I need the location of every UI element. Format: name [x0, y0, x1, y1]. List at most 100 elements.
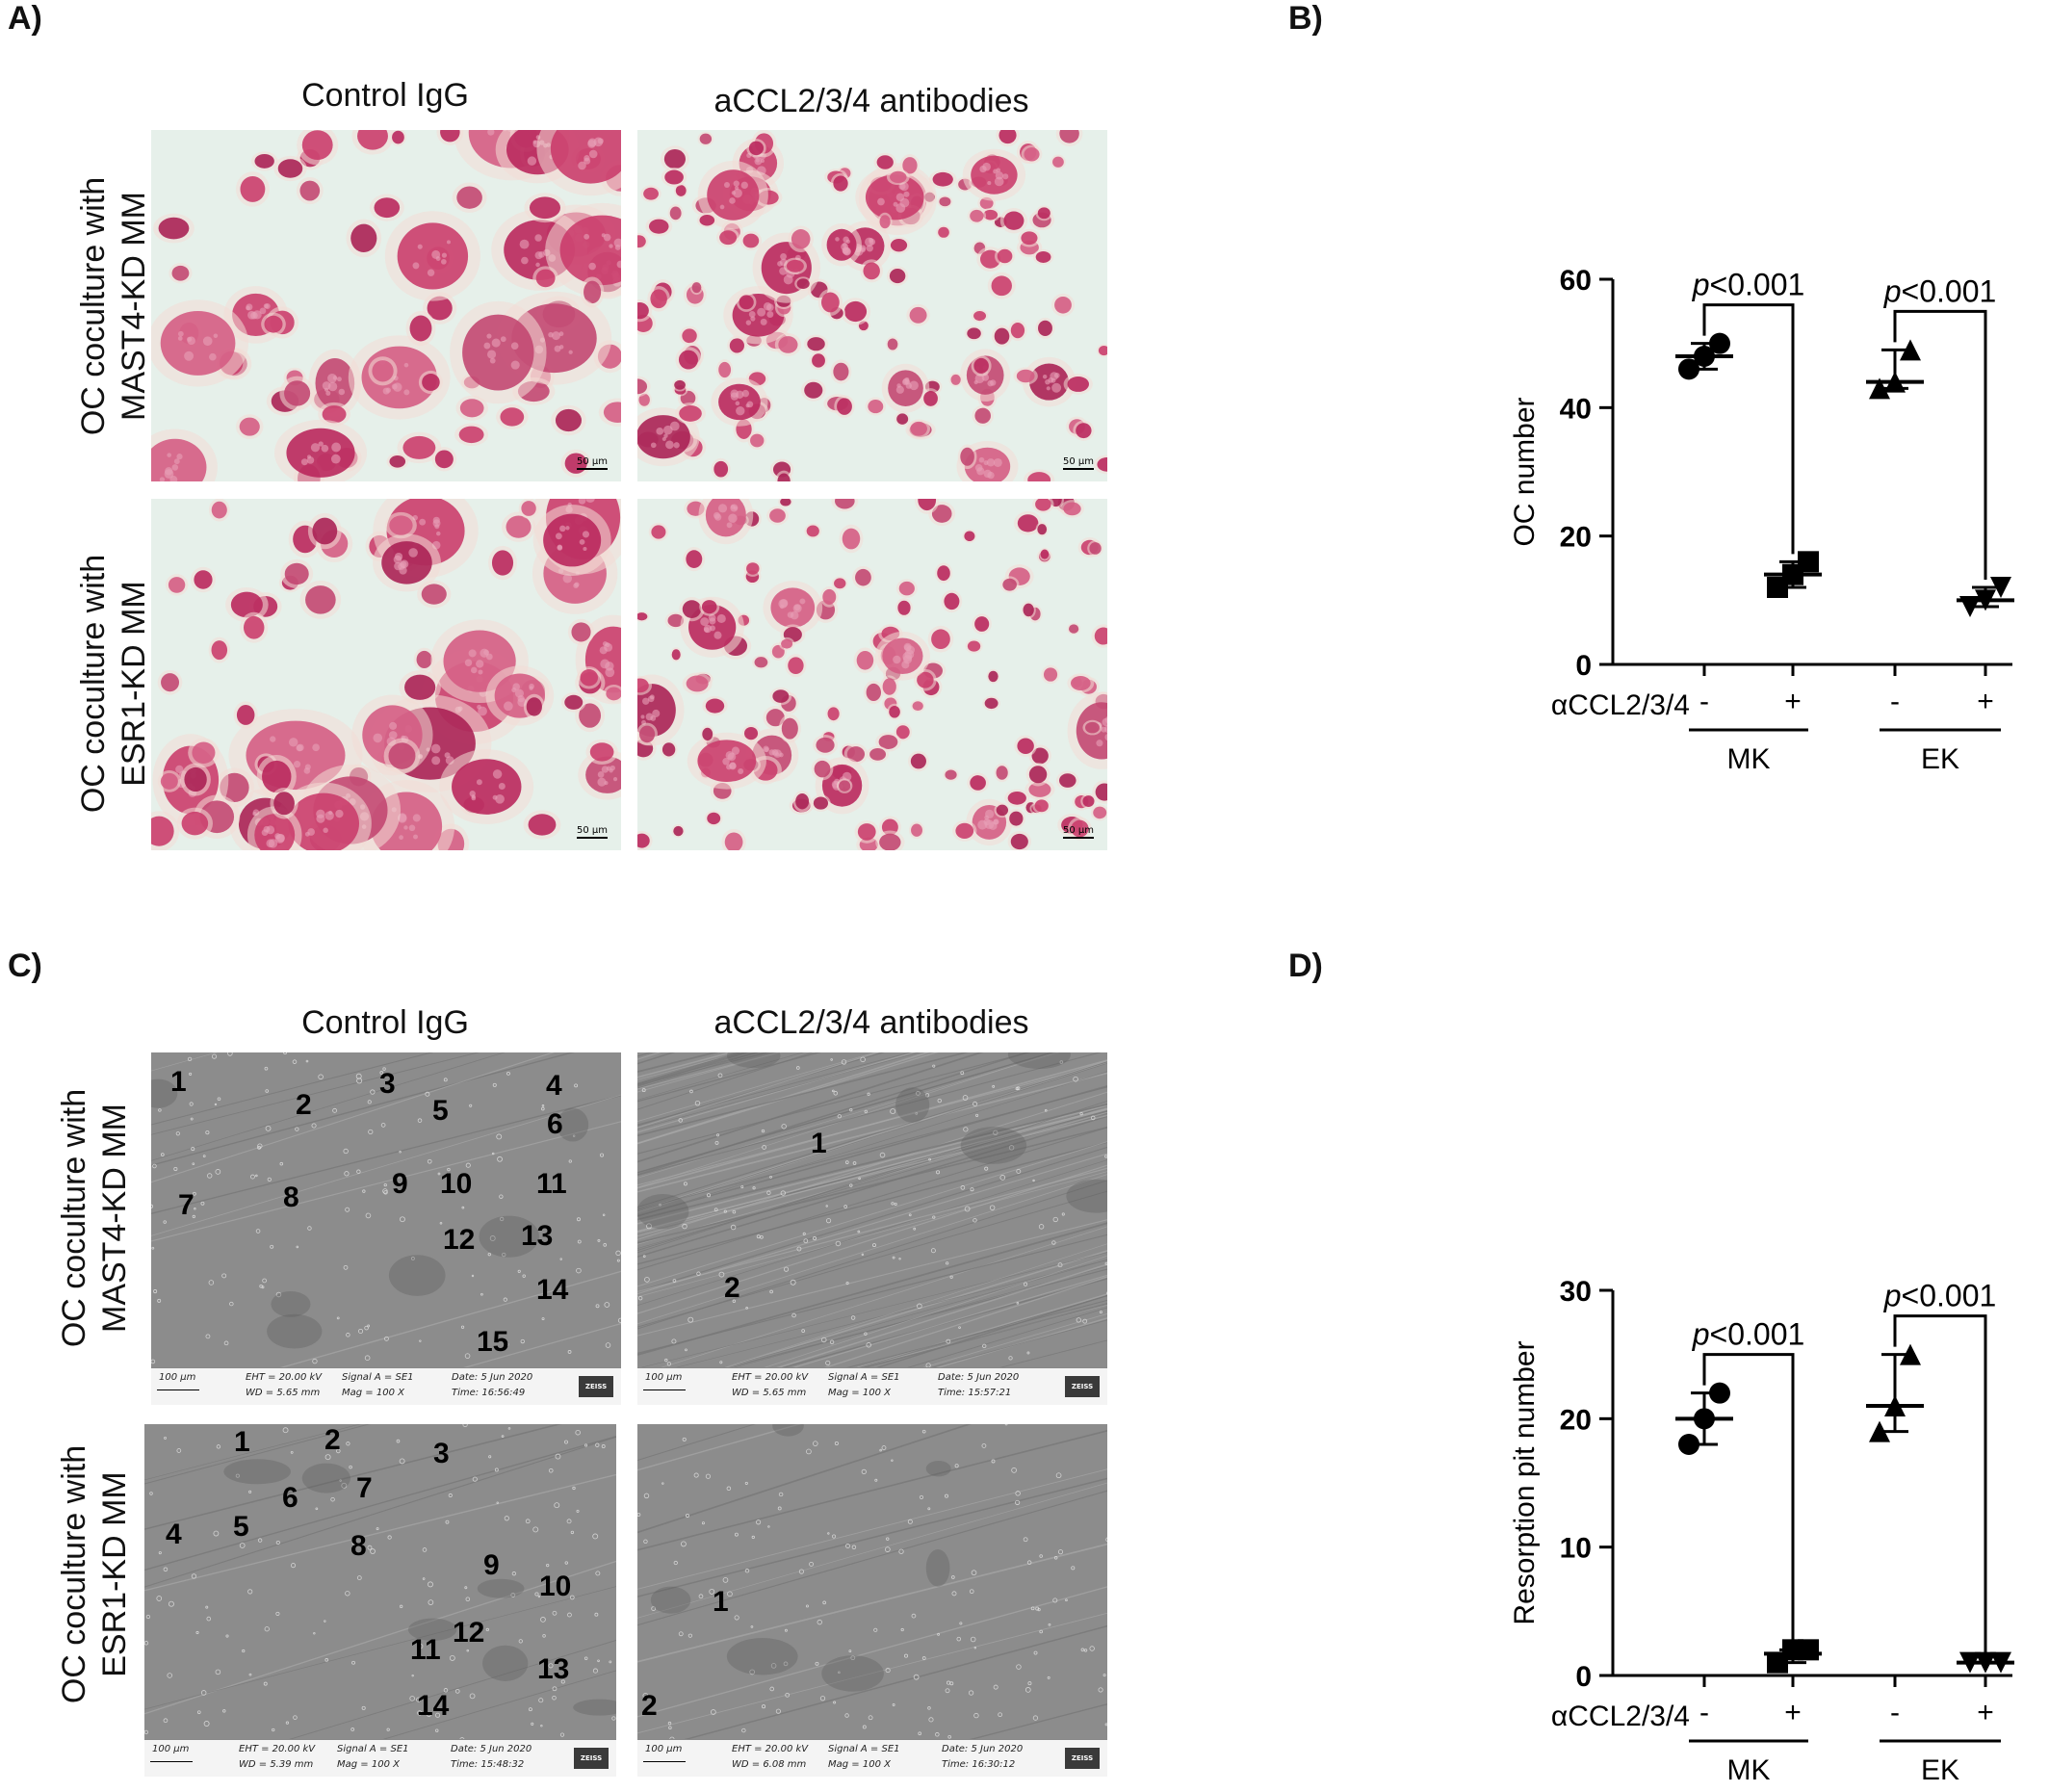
surface-dot [1098, 1687, 1103, 1693]
surface-dot [222, 1709, 226, 1713]
cell [878, 735, 898, 749]
panel-letter-b: B) [1288, 0, 1323, 37]
cell [889, 269, 906, 284]
cell [254, 153, 274, 169]
y-axis-label: Resorption pit number [1509, 1340, 1541, 1624]
nucleus [441, 258, 447, 265]
data-point [1678, 1434, 1699, 1455]
cell [701, 600, 717, 614]
cell [806, 525, 819, 537]
nucleus [247, 310, 256, 320]
cell [1037, 207, 1050, 220]
surface-dot [572, 1486, 576, 1491]
cell [528, 814, 557, 836]
surface-dot [732, 1299, 737, 1303]
nucleus [740, 181, 748, 190]
surface-dot [305, 1059, 309, 1063]
surface-dot [898, 1548, 904, 1554]
nucleus [316, 814, 325, 823]
surface-dot [726, 1486, 732, 1492]
data-point [1900, 339, 1921, 361]
treatment-tick-label: + [1977, 1697, 1994, 1728]
surface-dot [936, 1170, 941, 1175]
nucleus [983, 818, 991, 826]
cell [996, 766, 1008, 780]
surface-dot [641, 1088, 646, 1093]
nucleus [899, 197, 910, 208]
group-label: EK [1921, 743, 1959, 775]
surface-dot [1102, 1674, 1106, 1677]
nucleus [385, 387, 391, 393]
pit-label: 14 [417, 1690, 450, 1722]
surface-dot [960, 1071, 965, 1076]
surface-scratch [144, 1560, 616, 1715]
surface-scratch [637, 1468, 1107, 1590]
surface-dot [683, 1182, 687, 1186]
nucleus [306, 456, 315, 464]
cell [682, 600, 702, 618]
y-tick-label: 10 [1560, 1533, 1592, 1565]
surface-scratch [872, 1294, 1107, 1368]
cell [459, 399, 484, 418]
surface-dot [766, 1190, 771, 1195]
surface-dot [341, 1482, 348, 1489]
surface-dot [685, 1514, 689, 1518]
surface-dot [642, 1693, 649, 1699]
surface-scratch [637, 1159, 1107, 1307]
nucleus [1042, 374, 1048, 379]
surface-dot [904, 1653, 909, 1658]
surface-scratch [144, 1436, 616, 1571]
surface-dot [1053, 1556, 1058, 1560]
nucleus [310, 443, 321, 453]
surface-dot [767, 1525, 770, 1528]
surface-dot [973, 1101, 978, 1106]
surface-scratch [144, 1424, 371, 1485]
nucleus [559, 525, 566, 532]
cell [984, 697, 999, 710]
cell [1009, 811, 1024, 826]
surface-dot [192, 1191, 196, 1196]
data-point [1975, 1651, 1996, 1674]
surface-dot [1059, 1060, 1064, 1064]
cell [1024, 147, 1040, 162]
surface-dot [531, 1722, 534, 1726]
surface-dot [646, 1223, 652, 1230]
cell [944, 592, 960, 610]
surface-dot [991, 1459, 996, 1464]
surface-dot [803, 1238, 809, 1244]
cell [301, 130, 333, 161]
surface-dot [891, 1202, 895, 1206]
surface-patch [271, 1290, 311, 1317]
cell [1037, 524, 1048, 535]
surface-dot [874, 1478, 878, 1482]
surface-dot [637, 1295, 643, 1301]
surface-dot [801, 1329, 805, 1333]
surface-dot [567, 1350, 572, 1354]
surface-dot [825, 1360, 831, 1365]
surface-dot [830, 1058, 833, 1061]
cell [974, 616, 990, 632]
y-tick-label: 40 [1560, 393, 1592, 425]
sem-info-bar: 100 μm EHT = 20.00 kV WD = 5.65 mm Signa… [637, 1367, 1107, 1405]
surface-scratch [920, 1312, 1107, 1368]
surface-dot [270, 1244, 274, 1249]
surface-dot [205, 1605, 209, 1609]
nucleus [760, 318, 767, 325]
surface-dot [956, 1636, 962, 1642]
cell [192, 741, 216, 765]
surface-dot [257, 1143, 263, 1149]
surface-dot [714, 1140, 719, 1145]
nucleus [723, 182, 730, 189]
cell [392, 130, 404, 144]
cell [816, 737, 835, 753]
surface-dot [848, 1649, 852, 1653]
surface-scratch [637, 1490, 1107, 1626]
surface-dot [173, 1166, 178, 1172]
surface-dot [370, 1548, 376, 1554]
surface-dot [850, 1315, 856, 1320]
y-tick-label: 60 [1560, 265, 1592, 297]
surface-dot [368, 1129, 374, 1135]
surface-dot [924, 1093, 930, 1098]
sem-time: Time: 16:30:12 [942, 1759, 1016, 1770]
surface-dot [900, 1627, 904, 1632]
